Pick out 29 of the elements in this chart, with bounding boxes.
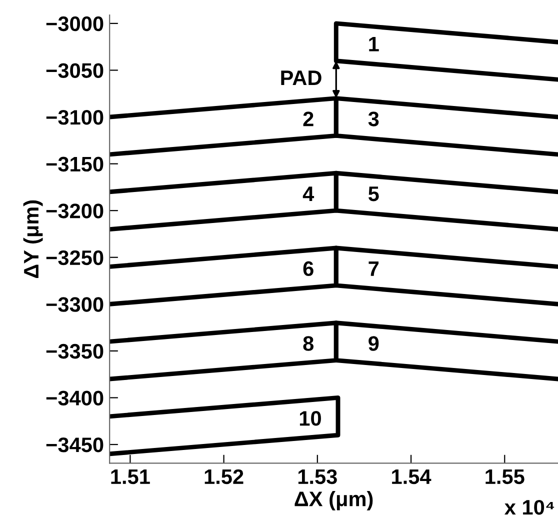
series-label: 10 [300, 411, 321, 426]
x-tick-label: 1.55 [486, 470, 524, 484]
x-axis-title: ΔX (μm) [294, 490, 373, 510]
text: x 10⁴ [504, 500, 554, 515]
x-tick-label: 1.51 [111, 470, 150, 484]
y-tick-label: −3300 [46, 297, 104, 312]
y-axis-title: ΔY (μm) [23, 200, 43, 278]
series-label: 8 [303, 336, 314, 351]
series-label: 3 [368, 112, 379, 126]
series-label: 6 [303, 261, 314, 276]
series-label: 2 [303, 112, 314, 126]
y-tick-label: −3450 [46, 438, 104, 452]
y-tick-label: −3350 [46, 344, 104, 359]
y-tick-label: −3050 [46, 63, 104, 78]
x-tick-label: 1.54 [392, 470, 432, 484]
y-tick-label: −3250 [46, 250, 104, 266]
x-tick-label: 1.52 [204, 469, 244, 484]
series-label: 7 [368, 262, 379, 276]
y-tick-label: −3200 [46, 204, 104, 218]
y-tick-label: −3100 [46, 110, 104, 125]
y-tick-label: −3000 [46, 16, 104, 32]
x-tick-label: 1.53 [298, 469, 337, 484]
annotation: PAD [281, 70, 322, 85]
series-label: 1 [369, 36, 379, 52]
y-tick-label: −3150 [46, 156, 104, 172]
series-label: 9 [368, 336, 379, 351]
series-label: 5 [368, 186, 379, 202]
series-label: 4 [302, 186, 314, 201]
y-tick-label: −3400 [46, 390, 104, 406]
